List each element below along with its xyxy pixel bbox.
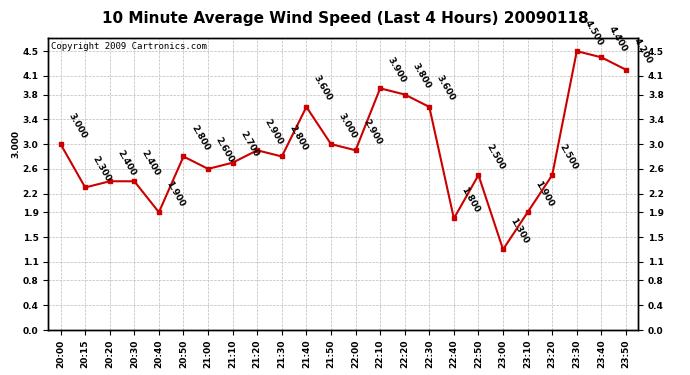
Text: 2.900: 2.900 [263, 117, 285, 146]
Text: 1.800: 1.800 [460, 185, 482, 214]
Text: 2.500: 2.500 [558, 142, 580, 171]
Text: 2.800: 2.800 [287, 123, 309, 152]
Text: 3.000: 3.000 [11, 130, 20, 158]
Text: 1.900: 1.900 [533, 179, 555, 208]
Text: 2.400: 2.400 [115, 148, 137, 177]
Text: 3.600: 3.600 [312, 74, 334, 103]
Text: 3.000: 3.000 [337, 111, 358, 140]
Text: 1.300: 1.300 [509, 216, 531, 245]
Text: 2.900: 2.900 [361, 117, 383, 146]
Text: 3.000: 3.000 [66, 111, 88, 140]
Text: 3.800: 3.800 [411, 62, 432, 90]
Text: 2.400: 2.400 [140, 148, 162, 177]
Text: 1.900: 1.900 [164, 179, 186, 208]
Text: 2.600: 2.600 [214, 136, 235, 165]
Text: 2.700: 2.700 [238, 129, 260, 159]
Text: 4.200: 4.200 [631, 37, 653, 66]
Text: Copyright 2009 Cartronics.com: Copyright 2009 Cartronics.com [51, 42, 207, 51]
Text: 4.500: 4.500 [582, 18, 604, 47]
Text: 2.300: 2.300 [90, 154, 112, 183]
Text: 10 Minute Average Wind Speed (Last 4 Hours) 20090118: 10 Minute Average Wind Speed (Last 4 Hou… [101, 11, 589, 26]
Text: 3.900: 3.900 [386, 55, 408, 84]
Text: 2.800: 2.800 [189, 123, 211, 152]
Text: 4.400: 4.400 [607, 24, 629, 53]
Text: 3.600: 3.600 [435, 74, 457, 103]
Text: 2.500: 2.500 [484, 142, 506, 171]
